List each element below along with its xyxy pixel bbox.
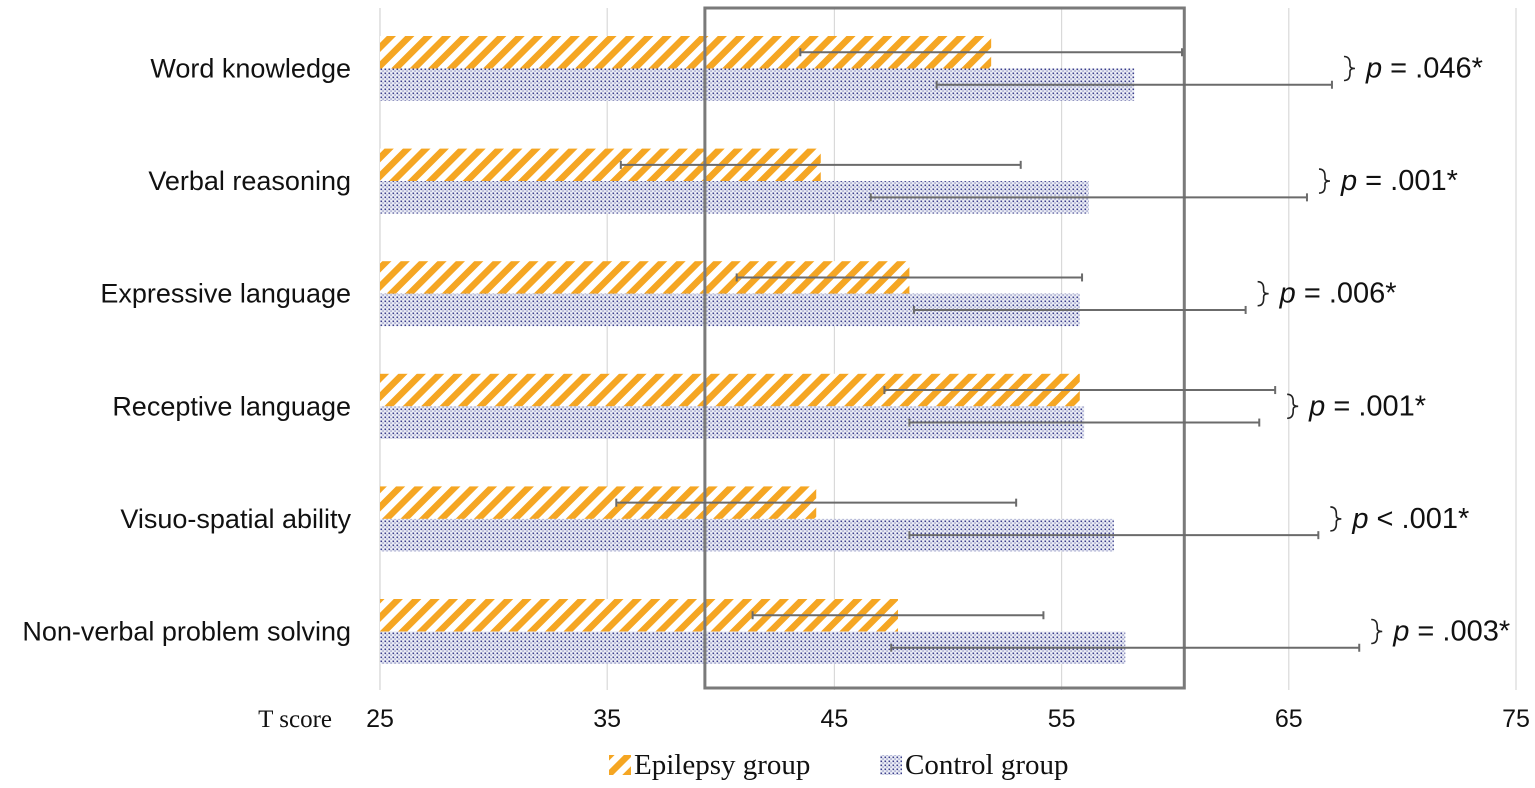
p-value: p = .001* xyxy=(1308,390,1426,422)
x-tick-label: 25 xyxy=(366,705,394,733)
p-value-text: < .001* xyxy=(1368,503,1469,535)
x-tick-label: 55 xyxy=(1048,705,1076,733)
p-value-symbol: p xyxy=(1308,390,1325,422)
p-value-symbol: p xyxy=(1351,503,1368,535)
x-axis-title: T score xyxy=(258,706,332,733)
p-value-text: = .006* xyxy=(1296,278,1397,310)
p-value-text: = .001* xyxy=(1325,390,1426,422)
x-axis: T score 25 35 45 55 65 75 xyxy=(258,705,1530,733)
x-tick-label: 75 xyxy=(1502,705,1530,733)
x-tick-label: 45 xyxy=(820,705,848,733)
p-value-text: = .003* xyxy=(1409,616,1510,648)
category-label: Expressive language xyxy=(100,279,351,309)
p-value-symbol: p xyxy=(1279,278,1296,310)
p-value-text: = .046* xyxy=(1382,53,1483,85)
p-value-annotations: p = .046*p = .001*p = .006*p = .001*p < … xyxy=(1257,53,1510,648)
brace-icon xyxy=(1318,168,1331,194)
control-legend-swatch xyxy=(880,755,902,775)
p-value-symbol: p xyxy=(1340,165,1357,197)
control-legend-label: Control group xyxy=(905,749,1069,781)
x-tick-label: 35 xyxy=(593,705,621,733)
brace-icon xyxy=(1371,618,1383,645)
p-value: p = .001* xyxy=(1340,165,1458,197)
brace-icon xyxy=(1257,280,1269,307)
p-value: p = .003* xyxy=(1392,616,1510,648)
category-label: Word knowledge xyxy=(150,54,351,84)
error-bars xyxy=(615,48,1361,652)
x-tick-label: 65 xyxy=(1275,705,1303,733)
category-labels: Word knowledge Verbal reasoning Expressive… xyxy=(22,54,351,647)
p-value: p = .006* xyxy=(1279,278,1397,310)
epilepsy-legend-swatch xyxy=(609,755,631,775)
p-value: p = .046* xyxy=(1365,53,1483,85)
highlight-box xyxy=(703,6,1186,690)
category-label: Visuo-spatial ability xyxy=(120,504,351,534)
brace-icon xyxy=(1330,506,1342,532)
bars xyxy=(380,36,1135,664)
category-label: Verbal reasoning xyxy=(148,166,351,196)
average-range-box xyxy=(703,6,1186,690)
p-value-text: = .001* xyxy=(1357,165,1458,197)
p-value-symbol: p xyxy=(1392,616,1409,648)
p-value-symbol: p xyxy=(1365,53,1382,85)
legend: Epilepsy group Control group xyxy=(609,749,1069,781)
p-value: p < .001* xyxy=(1351,503,1469,535)
gridlines xyxy=(379,8,1517,690)
brace-icon xyxy=(1343,55,1355,82)
epilepsy-legend-label: Epilepsy group xyxy=(634,749,810,781)
category-label: Receptive language xyxy=(112,391,351,421)
category-label: Non-verbal problem solving xyxy=(22,617,351,647)
